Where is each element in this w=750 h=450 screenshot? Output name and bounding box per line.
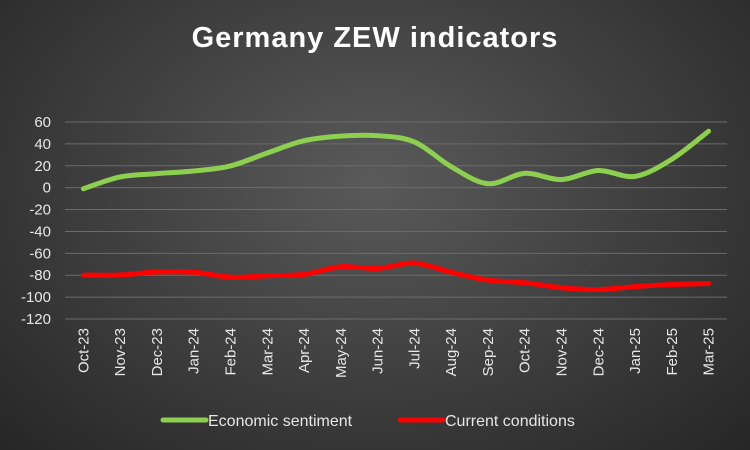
x-tick-label: Dec-23 (149, 328, 166, 376)
y-tick-label: 20 (34, 158, 51, 175)
x-tick-label: Apr-24 (296, 328, 313, 373)
y-tick-label: -40 (29, 223, 51, 240)
y-tick-label: 40 (34, 136, 51, 153)
y-tick-label: 0 (43, 180, 51, 197)
series-lines (80, 128, 712, 293)
x-tick-label: Jun-24 (370, 328, 387, 374)
series-line-1 (80, 260, 712, 293)
y-tick-label: -100 (21, 289, 51, 306)
y-tick-label: 60 (34, 114, 51, 131)
legend: Economic sentiment Current conditions (160, 413, 575, 430)
x-tick-label: Feb-25 (664, 328, 681, 376)
x-tick-label: Oct-24 (517, 328, 534, 373)
x-tick-label: Sep-24 (480, 328, 497, 376)
x-tick-label: Jan-24 (186, 328, 203, 374)
x-tick-label: Aug-24 (443, 328, 460, 376)
y-tick-label: -80 (29, 267, 51, 284)
x-tick-label: Jul-24 (406, 328, 423, 369)
grid-lines (65, 121, 727, 320)
legend-label-0: Economic sentiment (208, 413, 353, 430)
y-axis-ticks: -120 -100 -80 -60 -40 -20 0 20 40 60 (21, 114, 51, 328)
x-tick-label: Mar-24 (259, 328, 276, 376)
x-tick-label: Oct-23 (75, 328, 92, 373)
x-axis-ticks: Oct-23 Nov-23 Dec-23 Jan-24 Feb-24 Mar-24 Apr-… (75, 328, 717, 378)
x-tick-label: Mar-25 (701, 328, 718, 376)
x-tick-label: Dec-24 (590, 328, 607, 376)
series-line-0 (80, 128, 712, 192)
legend-label-1: Current conditions (445, 413, 575, 430)
x-tick-label: Nov-23 (112, 328, 129, 376)
chart-title: Germany ZEW indicators (192, 22, 559, 54)
x-tick-label: May-24 (333, 328, 350, 378)
y-tick-label: -60 (29, 245, 51, 262)
y-tick-label: -20 (29, 202, 51, 219)
x-tick-label: Feb-24 (223, 328, 240, 376)
x-tick-label: Nov-24 (554, 328, 571, 376)
y-tick-label: -120 (21, 311, 51, 328)
x-tick-label: Jan-25 (627, 328, 644, 374)
